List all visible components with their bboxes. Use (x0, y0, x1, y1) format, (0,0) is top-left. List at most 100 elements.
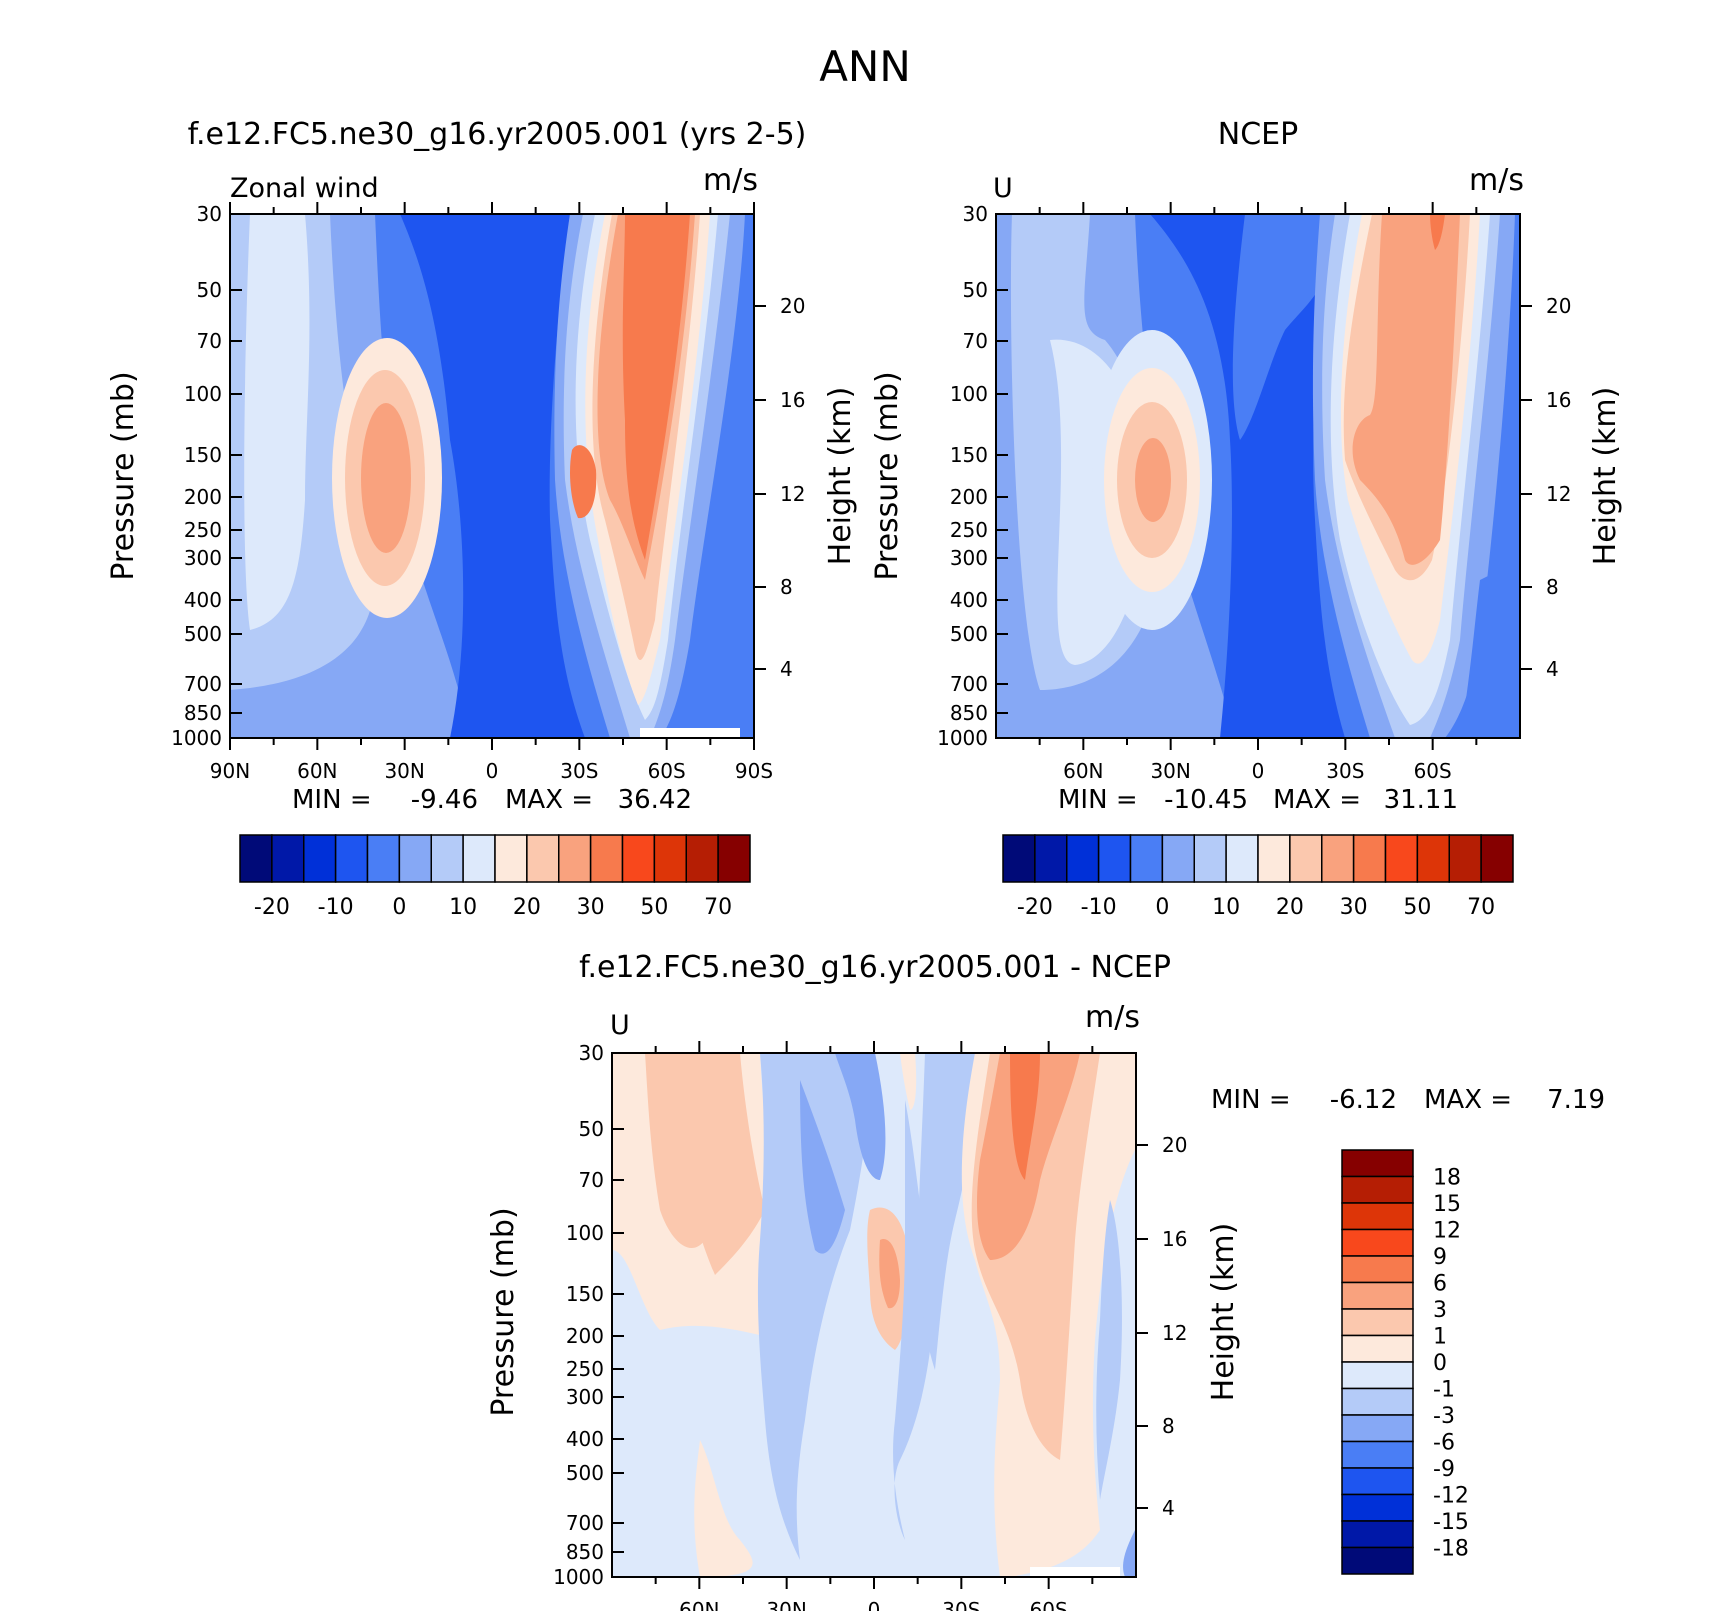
pressure-tick-label: 850 (950, 701, 988, 725)
pressure-tick-label: 700 (566, 1511, 604, 1535)
colorbar-swatch (1161, 834, 1195, 883)
panel-ncep-max-value: 31.11 (1384, 785, 1458, 815)
colorbar-swatch (1321, 834, 1355, 883)
colorbar-swatch (717, 834, 751, 883)
height-tick-label: 4 (1546, 657, 1559, 681)
height-tick-label: 20 (780, 294, 805, 318)
pressure-tick-label: 1000 (937, 726, 988, 750)
panel-model-ylabel: Pressure (mb) (106, 371, 141, 580)
panel-difference-max-label: MAX = (1424, 1085, 1512, 1115)
panel-difference-units: m/s (1085, 1000, 1140, 1035)
colorbar-swatch (1341, 1149, 1414, 1178)
latitude-tick-label: 60N (297, 759, 337, 783)
panel-ncep-contours (996, 214, 1520, 738)
colorbar-label: -6 (1433, 1431, 1455, 1456)
colorbar-swatch (1341, 1308, 1414, 1337)
colorbar-swatch (526, 834, 560, 883)
colorbar-label: 3 (1433, 1298, 1447, 1323)
pressure-tick-label: 100 (184, 382, 222, 406)
colorbar-swatch (1341, 1440, 1414, 1469)
colorbar-label: 12 (1433, 1219, 1461, 1244)
colorbar-swatch (685, 834, 719, 883)
height-tick-label: 16 (1162, 1227, 1187, 1251)
colorbar-swatch (1341, 1281, 1414, 1310)
colorbar-label: 0 (1433, 1351, 1447, 1376)
panel-model-left-label: Zonal wind (230, 173, 379, 204)
pressure-tick-label: 150 (566, 1282, 604, 1306)
panel-model-max-value: 36.42 (618, 785, 692, 815)
colorbar-label: 1 (1433, 1325, 1447, 1350)
panel-ncep-min-label: MIN = (1058, 785, 1138, 815)
height-tick-label: 16 (1546, 388, 1571, 412)
colorbar-swatch (1193, 834, 1227, 883)
colorbar-swatch (1384, 834, 1419, 883)
height-tick-label: 16 (780, 388, 805, 412)
panel-model-units: m/s (703, 163, 758, 198)
pressure-tick-label: 700 (184, 672, 222, 696)
colorbar-swatch (1448, 834, 1482, 883)
height-tick-label: 4 (780, 657, 793, 681)
latitude-tick-label: 0 (1252, 759, 1265, 783)
pressure-tick-label: 150 (184, 443, 222, 467)
height-tick-label: 8 (1162, 1414, 1175, 1438)
colorbar-label: -15 (1433, 1510, 1469, 1535)
height-tick-label: 20 (1546, 294, 1571, 318)
colorbar-label: 18 (1433, 1166, 1461, 1191)
panel-difference-title: f.e12.FC5.ne30_g16.yr2005.001 - NCEP (579, 950, 1171, 985)
colorbar-swatch (621, 834, 656, 883)
panel-model: f.e12.FC5.ne30_g16.yr2005.001 (yrs 2-5) … (106, 117, 858, 920)
colorbar-swatch (334, 834, 369, 883)
latitude-tick-label: 30S (1326, 759, 1364, 783)
colorbar-label: 50 (640, 895, 668, 920)
panel-model-title: f.e12.FC5.ne30_g16.yr2005.001 (yrs 2-5) (188, 117, 807, 152)
colorbar-label: 9 (1433, 1245, 1447, 1270)
panel-difference-ylabel-right: Height (km) (1206, 1223, 1241, 1402)
colorbar-label: 30 (577, 895, 605, 920)
colorbar-swatch (1341, 1228, 1414, 1257)
pressure-tick-label: 300 (950, 546, 988, 570)
colorbar-label: 70 (704, 895, 732, 920)
pressure-tick-label: 50 (579, 1117, 604, 1141)
pressure-tick-label: 400 (566, 1427, 604, 1451)
latitude-tick-label: 90N (210, 759, 250, 783)
colorbar-label: 30 (1340, 895, 1368, 920)
panel-ncep-colorbar: -20 -10 0 10 20 30 50 70 (1002, 834, 1514, 920)
latitude-tick-label: 30N (1150, 759, 1190, 783)
latitude-tick-label: 0 (868, 1598, 881, 1611)
colorbar-swatch (1097, 834, 1132, 883)
pressure-tick-label: 30 (963, 202, 988, 226)
colorbar-label: -3 (1433, 1404, 1455, 1429)
colorbar-swatch (1257, 834, 1291, 883)
height-tick-label: 12 (1546, 482, 1571, 506)
latitude-tick-label: 30S (942, 1598, 980, 1611)
pressure-tick-label: 500 (950, 622, 988, 646)
pressure-tick-label: 250 (566, 1357, 604, 1381)
panel-difference-contours (612, 1053, 1136, 1577)
panel-difference-left-label: U (610, 1010, 630, 1041)
pressure-tick-label: 1000 (171, 726, 222, 750)
colorbar-label: 70 (1467, 895, 1495, 920)
latitude-tick-label: 60N (679, 1598, 719, 1611)
pressure-tick-label: 850 (184, 701, 222, 725)
latitude-tick-label: 30S (560, 759, 598, 783)
colorbar-swatch (1341, 1255, 1414, 1284)
colorbar-swatch (462, 834, 496, 883)
pressure-tick-label: 30 (197, 202, 222, 226)
panel-difference: f.e12.FC5.ne30_g16.yr2005.001 - NCEP U m… (486, 950, 1605, 1611)
pressure-tick-label: 70 (579, 1168, 604, 1192)
height-tick-label: 4 (1162, 1496, 1175, 1520)
colorbar-swatch (271, 834, 305, 883)
colorbar-swatch (430, 834, 464, 883)
latitude-tick-label: 60S (1414, 759, 1452, 783)
colorbar-label: 10 (449, 895, 477, 920)
pressure-tick-label: 850 (566, 1540, 604, 1564)
colorbar-swatch (1341, 1493, 1414, 1522)
latitude-tick-label: 60N (1063, 759, 1103, 783)
colorbar-label: 0 (1155, 895, 1169, 920)
colorbar-label: -20 (1017, 895, 1053, 920)
panel-model-contours (230, 214, 754, 738)
panel-ncep-min-value: -10.45 (1164, 785, 1248, 815)
latitude-tick-label: 30N (384, 759, 424, 783)
